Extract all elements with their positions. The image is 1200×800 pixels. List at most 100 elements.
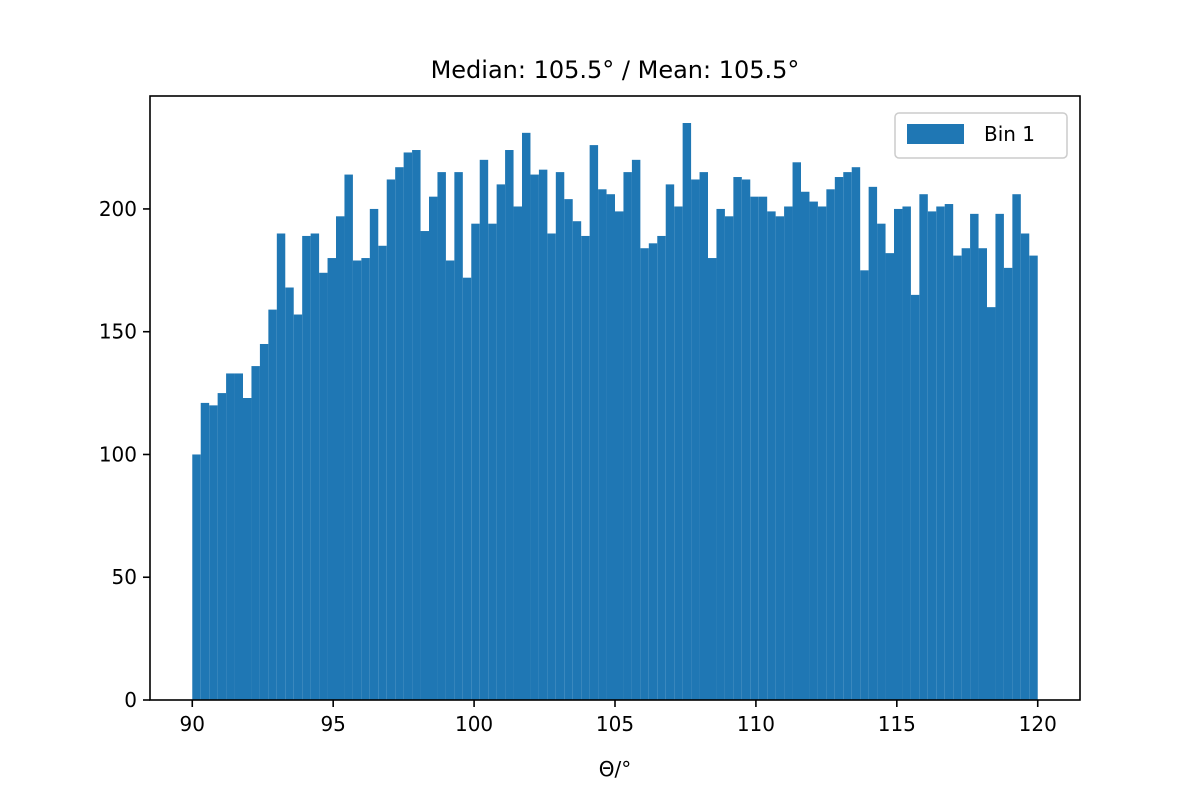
histogram-bar — [741, 179, 751, 700]
histogram-bar — [623, 172, 632, 700]
histogram-bar — [665, 184, 675, 700]
histogram-bar — [293, 314, 303, 700]
histogram-bar — [403, 152, 413, 700]
histogram-bar — [462, 277, 472, 700]
histogram-bar — [1029, 255, 1038, 700]
histogram-bar — [792, 162, 801, 701]
histogram-bar — [834, 177, 844, 700]
histogram-bar — [445, 260, 455, 700]
histogram-bar — [674, 206, 683, 701]
histogram-bar — [691, 179, 700, 700]
histogram-bar — [429, 196, 438, 700]
histogram-bar — [564, 199, 573, 700]
y-axis-ticks: 0 50 100 150 200 — [99, 197, 150, 712]
x-axis-ticks: 90 95 100 105 110 115 120 — [180, 700, 1057, 736]
histogram-bar — [513, 206, 522, 701]
histogram-bar — [488, 223, 497, 700]
histogram-bar — [572, 221, 582, 700]
histogram-bar — [505, 150, 514, 701]
histogram-bar — [970, 213, 979, 701]
histogram-bar — [885, 253, 894, 700]
histogram-bar — [395, 167, 404, 700]
histogram-bar — [758, 196, 768, 700]
histogram-bar — [310, 233, 320, 700]
histogram-bar — [851, 167, 861, 700]
histogram-bar — [319, 272, 328, 700]
histogram-bar — [657, 235, 666, 700]
histogram-bar — [910, 294, 920, 700]
histogram-bar — [750, 196, 759, 700]
histogram-bar — [877, 223, 886, 700]
histogram-bar — [420, 231, 429, 700]
histogram-bar — [826, 189, 835, 700]
legend-label: Bin 1 — [984, 122, 1035, 146]
histogram-bar — [927, 211, 937, 700]
chart-title: Median: 105.5° / Mean: 105.5° — [431, 56, 800, 84]
histogram-bar — [784, 206, 793, 701]
histogram-bar — [479, 159, 489, 700]
histogram-bar — [352, 260, 362, 700]
histogram-bar — [234, 373, 243, 700]
histogram-bar — [386, 179, 396, 700]
histogram-bar — [801, 191, 810, 700]
x-tick-label: 90 — [180, 712, 205, 736]
histogram-bar — [496, 184, 506, 700]
histogram-bar — [953, 255, 962, 700]
histogram-bar — [598, 189, 607, 700]
y-tick-label: 150 — [99, 320, 137, 344]
x-tick-label: 115 — [878, 712, 916, 736]
histogram-bar — [336, 216, 345, 700]
y-tick-label: 100 — [99, 442, 137, 466]
x-axis-label: Θ/° — [599, 757, 631, 781]
histogram-bars — [192, 123, 1038, 701]
histogram-bar — [251, 366, 260, 700]
histogram-bar — [615, 211, 624, 700]
x-tick-label: 100 — [455, 712, 493, 736]
histogram-bar — [226, 373, 235, 700]
histogram-bar — [817, 206, 827, 701]
histogram-bar — [961, 248, 971, 700]
histogram-bar — [733, 177, 742, 700]
histogram-bar — [268, 309, 277, 700]
histogram-bar — [302, 235, 311, 700]
histogram-bar — [285, 287, 294, 700]
histogram-bar — [471, 223, 480, 700]
histogram-bar — [902, 206, 911, 701]
histogram-bar — [944, 204, 954, 700]
histogram-bar — [547, 233, 556, 700]
histogram-bar — [412, 150, 421, 701]
histogram-bar — [581, 235, 590, 700]
histogram-bar — [522, 132, 531, 700]
histogram-bar — [327, 258, 336, 700]
histogram-bar — [361, 258, 370, 700]
histogram-bar — [1020, 233, 1030, 700]
histogram-bar — [699, 172, 708, 700]
histogram-bar — [192, 454, 201, 700]
histogram-bar — [682, 123, 692, 701]
histogram-bar — [708, 258, 717, 700]
histogram-bar — [200, 402, 210, 700]
histogram-bar — [631, 159, 641, 700]
histogram-bar — [344, 174, 353, 701]
histogram-bar — [1012, 194, 1021, 701]
histogram-bar — [860, 270, 869, 700]
legend-swatch — [907, 124, 964, 144]
histogram-bar — [209, 405, 218, 700]
histogram-bar — [276, 233, 286, 700]
y-tick-label: 0 — [124, 688, 137, 712]
histogram-bar — [995, 213, 1004, 701]
histogram-bar — [217, 393, 227, 700]
y-tick-label: 200 — [99, 197, 137, 221]
x-tick-label: 110 — [737, 712, 775, 736]
histogram-bar — [530, 174, 539, 701]
histogram-bar — [843, 172, 852, 700]
plot-frame — [149, 95, 1081, 701]
histogram-bar — [369, 208, 379, 700]
histogram-bar — [919, 194, 928, 701]
histogram-bar — [978, 248, 987, 700]
histogram-bar — [437, 172, 446, 700]
histogram-bar — [894, 208, 903, 700]
x-tick-label: 95 — [320, 712, 345, 736]
histogram-bar — [555, 172, 565, 700]
